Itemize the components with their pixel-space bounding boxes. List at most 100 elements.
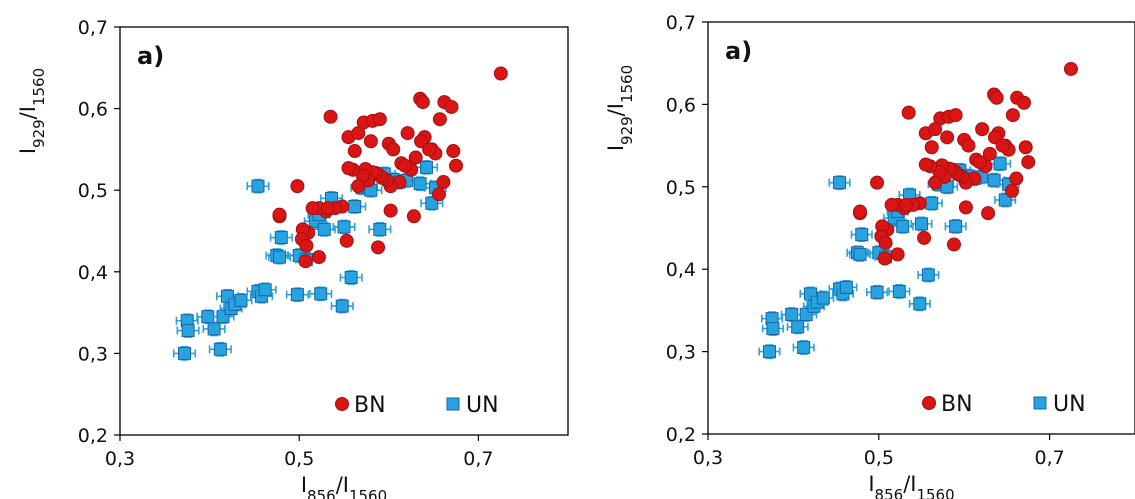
bn-data-point	[981, 206, 996, 221]
un-data-point	[913, 297, 927, 311]
un-data-point	[892, 284, 906, 298]
un-data-point	[317, 222, 331, 236]
bn-data-point	[878, 235, 893, 250]
bn-data-point	[431, 187, 446, 202]
bn-data-point	[351, 126, 366, 141]
legend-un-label: UN	[1053, 392, 1086, 417]
un-data-point	[348, 200, 362, 214]
un-data-point	[925, 196, 939, 210]
un-data-point	[915, 217, 928, 231]
bn-data-point	[290, 179, 305, 194]
bn-data-point	[961, 138, 976, 153]
y-axis-label: I929/I1560	[16, 68, 48, 154]
y-tick-label: 0,6	[666, 94, 696, 116]
un-data-point	[251, 179, 265, 193]
bn-data-point	[870, 175, 885, 190]
y-tick-label: 0,5	[666, 177, 696, 199]
bn-data-point	[305, 201, 320, 216]
un-data-point	[998, 193, 1012, 207]
bn-data-point	[853, 204, 868, 219]
bn-data-point	[446, 144, 461, 159]
y-tick-label: 0,5	[78, 180, 108, 202]
un-data-point	[766, 322, 780, 336]
bn-data-point	[341, 161, 356, 176]
bn-data-point	[928, 122, 943, 137]
legend-un-marker	[1033, 396, 1047, 410]
bn-data-point	[948, 108, 963, 123]
un-data-point	[791, 320, 805, 334]
un-data-point	[425, 196, 439, 210]
y-tick-label: 0,7	[78, 17, 108, 39]
bn-data-point	[940, 130, 955, 145]
un-data-point	[896, 219, 910, 233]
y-tick-label: 0,3	[78, 343, 108, 365]
legend-bn-label: BN	[354, 393, 386, 418]
legend-bn-label: BN	[941, 392, 973, 417]
chart-panel-2: 0,20,30,40,50,60,70,3 0,5 0,7I856/I1560I92…	[604, 12, 1135, 499]
un-data-point	[234, 293, 248, 307]
bn-data-point	[406, 209, 421, 224]
un-data-point	[373, 222, 387, 236]
chart-panel-1: 0,20,30,40,50,60,70,3 0,5 0,7I856/I1560I92…	[16, 17, 569, 499]
bn-data-point	[946, 237, 961, 252]
bn-data-point	[299, 238, 314, 253]
x-tick-label: 0,3	[693, 447, 723, 469]
bn-data-point	[1009, 171, 1024, 186]
un-data-point	[853, 247, 867, 261]
bn-data-point	[339, 233, 354, 248]
bn-data-point	[972, 155, 987, 170]
x-axis-label: I856/I1560	[301, 473, 387, 499]
bn-data-point	[371, 240, 386, 255]
un-data-point	[337, 220, 351, 234]
un-data-point	[797, 340, 811, 354]
bn-data-point	[320, 201, 335, 216]
un-data-point	[762, 345, 776, 359]
bn-data-point	[432, 112, 447, 127]
legend-bn-marker	[335, 397, 349, 411]
bn-data-point	[901, 105, 916, 120]
bn-data-point	[958, 200, 973, 215]
bn-data-point	[877, 251, 892, 266]
bn-data-point	[408, 150, 423, 165]
bn-data-point	[917, 230, 932, 245]
bn-data-point	[975, 122, 990, 137]
un-data-point	[921, 268, 935, 282]
x-tick-label: 0,7	[463, 448, 493, 470]
bn-data-point	[347, 144, 362, 159]
bn-data-point	[899, 197, 914, 212]
bn-data-point	[884, 197, 899, 212]
un-data-point	[993, 157, 1007, 171]
bn-data-point	[363, 134, 378, 149]
bn-data-point	[372, 112, 387, 127]
x-tick-label: 0,3	[105, 448, 135, 470]
bn-data-point	[989, 90, 1004, 105]
bn-data-point	[449, 158, 463, 173]
legend-un-marker	[446, 397, 460, 411]
un-data-point	[413, 177, 427, 191]
bn-data-point	[444, 99, 459, 114]
un-data-point	[207, 322, 221, 336]
legend: BN UN	[922, 392, 1086, 417]
bn-data-point	[928, 175, 943, 190]
panel-label: a)	[725, 37, 752, 65]
bn-data-point	[323, 109, 338, 124]
bn-data-point	[397, 158, 412, 173]
bn-data-point	[298, 254, 313, 269]
legend: BN UN	[335, 393, 499, 418]
bn-data-point	[436, 175, 451, 190]
bn-data-point	[386, 142, 401, 157]
panel-label: a)	[137, 42, 164, 70]
bn-data-point	[415, 95, 430, 110]
y-tick-label: 0,6	[78, 99, 108, 121]
un-data-point	[870, 285, 884, 299]
x-tick-label: 0,5	[864, 447, 894, 469]
y-tick-label: 0,4	[78, 262, 108, 284]
bn-data-point	[493, 66, 508, 81]
bn-data-point	[272, 207, 287, 222]
bn-data-point	[422, 142, 437, 157]
x-tick-label: 0,5	[284, 448, 314, 470]
y-axis-label: I929/I1560	[604, 65, 636, 151]
bn-data-point	[995, 138, 1010, 153]
un-data-point	[272, 250, 286, 264]
